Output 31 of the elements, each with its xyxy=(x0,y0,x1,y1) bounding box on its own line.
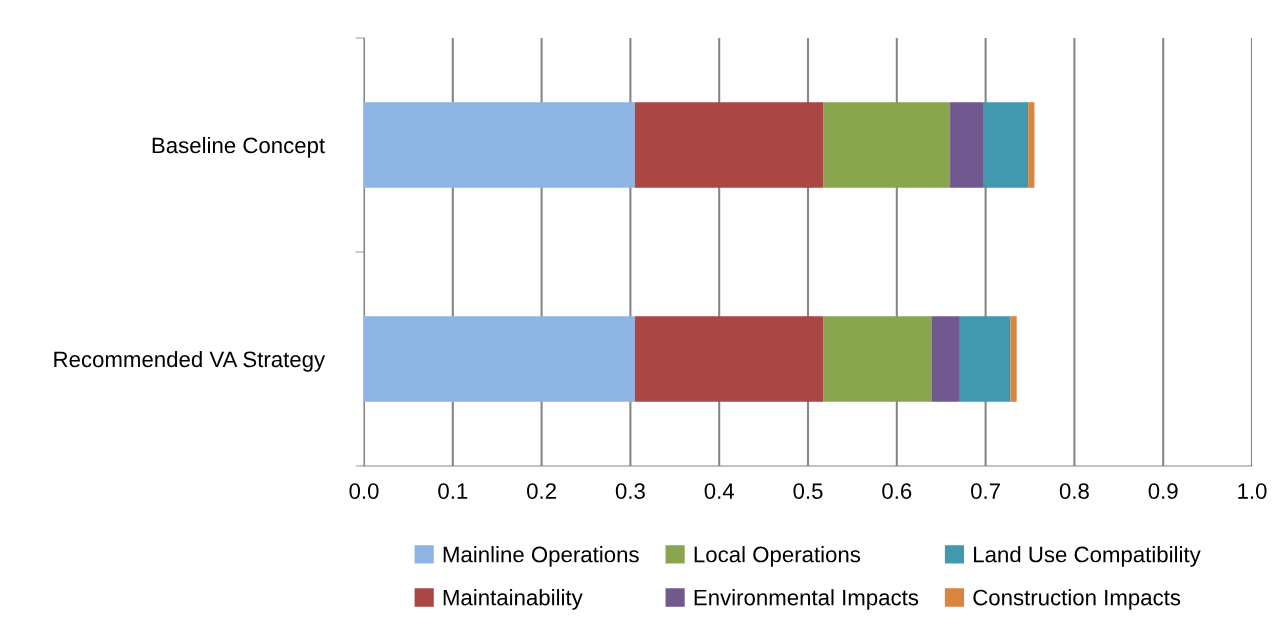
bar xyxy=(1028,102,1035,188)
y-tick-label: Baseline Concept xyxy=(152,136,325,158)
legend-label: Maintainability xyxy=(443,589,583,610)
bar xyxy=(823,102,951,188)
x-tick-label: 0.9 xyxy=(1148,483,1178,499)
x-tick-label: 0.8 xyxy=(1059,483,1089,499)
bar xyxy=(634,316,824,402)
legend-label: Local Operations xyxy=(694,546,861,567)
x-tick-label: 0.3 xyxy=(615,483,645,499)
bar xyxy=(364,102,635,188)
bar xyxy=(364,316,635,402)
y-tick-label: Recommended VA Strategy xyxy=(54,350,326,372)
x-tick-label: 0.2 xyxy=(527,483,556,499)
bar xyxy=(983,102,1029,188)
bar xyxy=(950,102,984,188)
x-tick-label: 0.0 xyxy=(349,483,379,499)
x-tick-label: 0.7 xyxy=(971,483,1000,499)
bar xyxy=(959,316,1011,402)
legend-label: Mainline Operations xyxy=(443,546,639,567)
bar xyxy=(1010,316,1017,402)
legend-label: Land Use Compatibility xyxy=(974,546,1201,567)
legend-label: Environmental Impacts xyxy=(694,589,919,610)
bar xyxy=(931,316,960,402)
x-tick-label: 0.4 xyxy=(704,483,734,499)
bar xyxy=(634,102,824,188)
legend-label: Construction Impacts xyxy=(973,589,1181,610)
x-tick-label: 0.6 xyxy=(882,483,912,499)
x-tick-label: 1.0 xyxy=(1238,483,1267,499)
x-tick-label: 0.1 xyxy=(438,483,468,499)
x-tick-label: 0.5 xyxy=(793,483,823,499)
bar xyxy=(823,316,932,402)
